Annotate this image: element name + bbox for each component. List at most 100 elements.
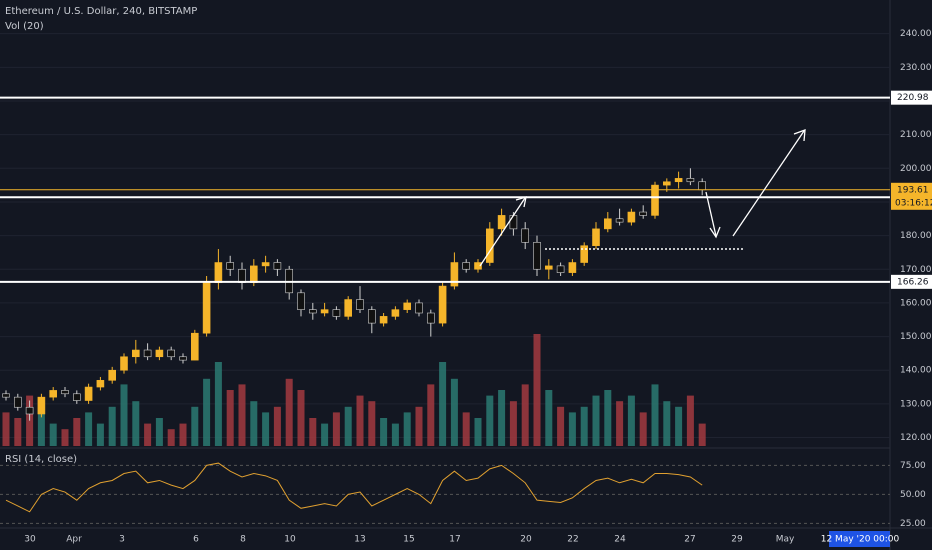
candle-body — [96, 380, 105, 388]
volume-bar — [144, 423, 152, 446]
volume-bar — [627, 395, 635, 446]
candle-body — [167, 349, 175, 358]
candle-body — [108, 369, 116, 381]
volume-bar — [533, 334, 541, 446]
volume-bar — [238, 384, 246, 446]
volume-bar — [380, 418, 388, 446]
volume-bar — [26, 395, 34, 446]
y-tick-label: 140.00 — [900, 366, 932, 376]
volume-bar — [450, 378, 458, 446]
volume-bar — [344, 406, 352, 446]
volume-bar — [285, 378, 293, 446]
candle-body — [320, 309, 329, 314]
candle-body — [191, 332, 199, 361]
y-tick-label: 170.00 — [900, 265, 932, 275]
arrows — [479, 129, 806, 267]
volume-bar — [108, 406, 116, 446]
volume-bar — [179, 423, 187, 446]
candle-body — [415, 302, 423, 314]
level-label: 166.26 — [897, 277, 929, 287]
volume-bar — [73, 418, 81, 446]
volume-bar — [663, 401, 671, 446]
y-tick-label: 160.00 — [900, 298, 932, 308]
x-tick-label: May — [776, 535, 795, 545]
candle-body — [533, 242, 541, 270]
volume-bar — [61, 429, 69, 446]
volume-bar — [191, 406, 199, 446]
x-tick-label: 20 — [520, 535, 532, 545]
candle-body — [273, 262, 282, 270]
x-tick-label: 30 — [24, 535, 36, 545]
volume-bar — [120, 384, 128, 446]
candle-body — [674, 178, 683, 183]
x-tick-label: 8 — [240, 535, 246, 545]
x-tick-label: 27 — [684, 535, 695, 545]
candle-body — [332, 309, 341, 317]
volume-bar — [309, 418, 317, 446]
volume-bar — [155, 418, 163, 446]
volume-bar — [368, 401, 376, 446]
volume-bar — [651, 384, 659, 446]
volume-bar — [297, 390, 305, 446]
chart-title: Ethereum / U.S. Dollar, 240, BITSTAMP — [5, 6, 197, 17]
candle-body — [84, 386, 93, 401]
x-tick-label: 10 — [284, 535, 296, 545]
y-tick-label: 130.00 — [900, 399, 932, 409]
x-tick-label: 13 — [354, 535, 365, 545]
y-tick-label: 200.00 — [900, 164, 932, 174]
candle-body — [14, 396, 22, 408]
countdown: 03:16:12 — [895, 198, 932, 208]
x-tick-label: 24 — [614, 535, 626, 545]
candle-body — [438, 285, 447, 324]
candle-body — [120, 356, 128, 371]
volume-bar — [85, 412, 93, 446]
candle-body — [698, 181, 707, 191]
y-tick-label: 150.00 — [900, 332, 932, 342]
candle-body — [132, 349, 140, 358]
volume-bar — [498, 390, 506, 446]
candle-body — [226, 262, 234, 270]
volume-bar — [675, 406, 683, 446]
volume-bar — [486, 395, 494, 446]
candle-body — [580, 245, 589, 263]
volume-bar — [427, 384, 435, 446]
volume-bar — [462, 412, 470, 446]
x-tick-label: 3 — [119, 535, 125, 545]
level-label: 220.98 — [897, 93, 929, 103]
rsi-line — [5, 462, 703, 513]
volume-bar — [96, 423, 104, 446]
y-tick-label: 230.00 — [900, 63, 932, 73]
x-tick-label: 17 — [449, 535, 460, 545]
volume-bar — [698, 423, 706, 446]
volume-bar — [226, 390, 234, 446]
volume-bar — [214, 362, 222, 446]
candle-body — [521, 228, 530, 243]
candle-body — [497, 215, 506, 230]
volume-bar — [439, 362, 447, 446]
last-price-label: 193.61 — [897, 185, 929, 195]
volume-bar — [273, 406, 281, 446]
volume-bar — [568, 412, 576, 446]
candle-body — [627, 211, 636, 223]
candle-body — [391, 309, 400, 317]
y-tick-label: 240.00 — [900, 29, 932, 39]
rsi-tick-label: 50.00 — [900, 490, 926, 500]
candle-body — [261, 262, 270, 267]
volume-bar — [203, 378, 211, 446]
volume-bar — [580, 406, 588, 446]
volume-bar — [49, 423, 57, 446]
volume-bar — [616, 401, 624, 446]
candle-body — [450, 262, 459, 287]
volume-bar — [521, 384, 529, 446]
candle-body — [61, 390, 69, 395]
candle-body — [143, 349, 152, 358]
volume-bar — [474, 418, 482, 446]
candle-body — [651, 184, 659, 216]
volume-bar — [356, 395, 364, 446]
x-tick-label: 6 — [193, 535, 199, 545]
candle-body — [202, 282, 211, 334]
rsi-tick-label: 25.00 — [900, 519, 926, 529]
volume-bar — [545, 390, 553, 446]
candle-body — [2, 393, 10, 398]
